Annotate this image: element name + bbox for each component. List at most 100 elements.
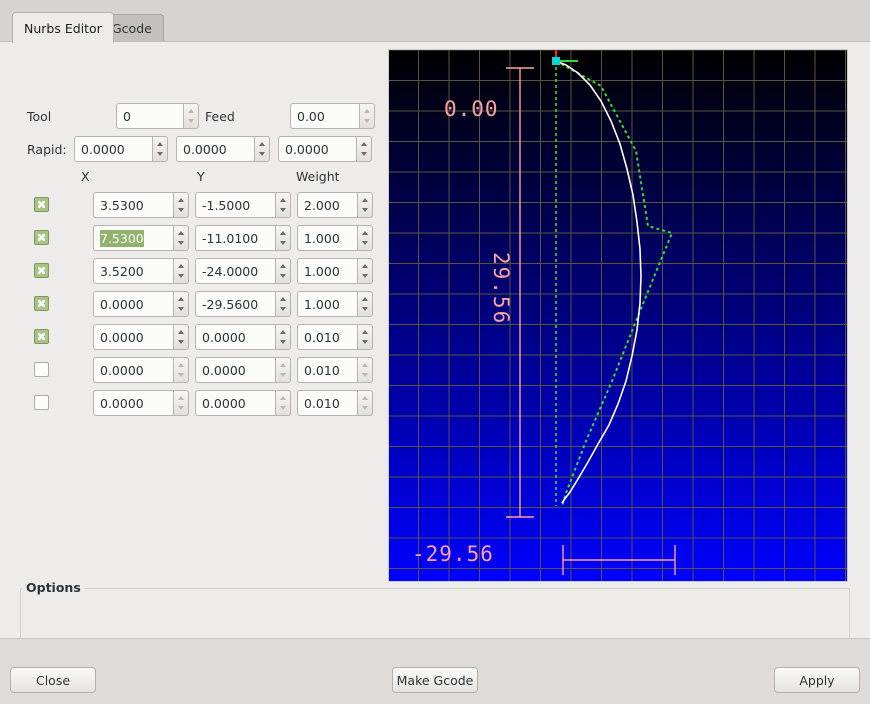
- row-3-weight-input[interactable]: 1.000: [297, 258, 357, 284]
- row-3-weight-spinner[interactable]: 1.000: [297, 258, 373, 284]
- nurbs-plot-canvas[interactable]: 0.00 29.56 -29.56 7.53: [389, 50, 847, 581]
- row-6-enable-checkbox[interactable]: [34, 362, 49, 377]
- row-4-weight-input[interactable]: 1.000: [297, 291, 357, 317]
- spinner-down-icon[interactable]: [362, 340, 368, 344]
- row-1-y-input[interactable]: -1.5000: [195, 192, 275, 218]
- row-6-weight-input[interactable]: 0.010: [297, 357, 357, 383]
- rapid-z-input[interactable]: 0.0000: [278, 136, 356, 162]
- feed-spinner[interactable]: 0.00: [290, 103, 375, 129]
- row-6-x-spinner[interactable]: 0.0000: [93, 357, 189, 383]
- row-1-x-spinner-buttons[interactable]: [173, 192, 189, 218]
- tab-nurbs-editor[interactable]: Nurbs Editor: [12, 12, 114, 43]
- spinner-down-icon[interactable]: [280, 406, 286, 410]
- spinner-down-icon[interactable]: [178, 307, 184, 311]
- spinner-up-icon[interactable]: [178, 363, 184, 367]
- row-2-y-spinner-buttons[interactable]: [275, 225, 291, 251]
- row-4-enable-checkbox[interactable]: [34, 296, 49, 311]
- spinner-down-icon[interactable]: [362, 307, 368, 311]
- rapid-x-input[interactable]: 0.0000: [74, 136, 152, 162]
- spinner-up-icon[interactable]: [178, 231, 184, 235]
- spinner-down-icon[interactable]: [178, 241, 184, 245]
- row-2-x-spinner-buttons[interactable]: [173, 225, 189, 251]
- row-3-enable-checkbox[interactable]: [34, 263, 49, 278]
- row-5-y-spinner[interactable]: 0.0000: [195, 324, 291, 350]
- spinner-up-icon[interactable]: [362, 363, 368, 367]
- row-5-x-input[interactable]: 0.0000: [93, 324, 173, 350]
- spinner-up-icon[interactable]: [364, 109, 370, 113]
- row-4-y-input[interactable]: -29.5600: [195, 291, 275, 317]
- make-gcode-button[interactable]: Make Gcode: [392, 667, 478, 693]
- spinner-up-icon[interactable]: [362, 264, 368, 268]
- row-3-weight-spinner-buttons[interactable]: [357, 258, 373, 284]
- spinner-up-icon[interactable]: [178, 330, 184, 334]
- spinner-up-icon[interactable]: [362, 231, 368, 235]
- row-1-weight-spinner[interactable]: 2.000: [297, 192, 373, 218]
- spinner-up-icon[interactable]: [280, 198, 286, 202]
- spinner-up-icon[interactable]: [280, 297, 286, 301]
- row-5-enable-checkbox[interactable]: [34, 329, 49, 344]
- spinner-up-icon[interactable]: [178, 198, 184, 202]
- row-1-y-spinner-buttons[interactable]: [275, 192, 291, 218]
- row-2-weight-spinner-buttons[interactable]: [357, 225, 373, 251]
- row-4-x-spinner-buttons[interactable]: [173, 291, 189, 317]
- spinner-up-icon[interactable]: [259, 142, 265, 146]
- row-7-weight-input[interactable]: 0.010: [297, 390, 357, 416]
- row-2-x-input[interactable]: 7.5300: [93, 225, 173, 251]
- spinner-up-icon[interactable]: [178, 297, 184, 301]
- row-7-enable-checkbox[interactable]: [34, 395, 49, 410]
- row-1-x-input[interactable]: 3.5300: [93, 192, 173, 218]
- row-4-x-spinner[interactable]: 0.0000: [93, 291, 189, 317]
- rapid-x-spinner-buttons[interactable]: [152, 136, 168, 162]
- row-3-y-spinner-buttons[interactable]: [275, 258, 291, 284]
- spinner-up-icon[interactable]: [280, 264, 286, 268]
- spinner-down-icon[interactable]: [362, 373, 368, 377]
- row-4-x-input[interactable]: 0.0000: [93, 291, 173, 317]
- row-2-x-spinner[interactable]: 7.5300: [93, 225, 189, 251]
- rapid-z-spinner[interactable]: 0.0000: [278, 136, 372, 162]
- spinner-down-icon[interactable]: [280, 241, 286, 245]
- spinner-up-icon[interactable]: [362, 396, 368, 400]
- spinner-up-icon[interactable]: [188, 109, 194, 113]
- row-7-y-input[interactable]: 0.0000: [195, 390, 275, 416]
- spinner-up-icon[interactable]: [362, 330, 368, 334]
- rapid-z-spinner-buttons[interactable]: [356, 136, 372, 162]
- spinner-up-icon[interactable]: [157, 142, 163, 146]
- row-6-x-spinner-buttons[interactable]: [173, 357, 189, 383]
- row-7-x-spinner-buttons[interactable]: [173, 390, 189, 416]
- row-7-weight-spinner-buttons[interactable]: [357, 390, 373, 416]
- row-1-weight-input[interactable]: 2.000: [297, 192, 357, 218]
- row-6-weight-spinner-buttons[interactable]: [357, 357, 373, 383]
- spinner-up-icon[interactable]: [280, 231, 286, 235]
- row-5-weight-input[interactable]: 0.010: [297, 324, 357, 350]
- spinner-down-icon[interactable]: [362, 241, 368, 245]
- spinner-down-icon[interactable]: [157, 152, 163, 156]
- row-3-y-spinner[interactable]: -24.0000: [195, 258, 291, 284]
- row-6-y-spinner[interactable]: 0.0000: [195, 357, 291, 383]
- spinner-up-icon[interactable]: [178, 396, 184, 400]
- row-4-y-spinner-buttons[interactable]: [275, 291, 291, 317]
- row-5-y-input[interactable]: 0.0000: [195, 324, 275, 350]
- spinner-down-icon[interactable]: [280, 340, 286, 344]
- spinner-down-icon[interactable]: [178, 340, 184, 344]
- tool-spinner[interactable]: 0: [116, 103, 199, 129]
- row-7-x-input[interactable]: 0.0000: [93, 390, 173, 416]
- row-2-y-input[interactable]: -11.0100: [195, 225, 275, 251]
- row-1-y-spinner[interactable]: -1.5000: [195, 192, 291, 218]
- row-6-y-input[interactable]: 0.0000: [195, 357, 275, 383]
- spinner-down-icon[interactable]: [280, 307, 286, 311]
- close-button[interactable]: Close: [10, 667, 96, 693]
- feed-spinner-buttons[interactable]: [359, 103, 375, 129]
- spinner-down-icon[interactable]: [362, 274, 368, 278]
- tool-spinner-buttons[interactable]: [183, 103, 199, 129]
- row-3-x-input[interactable]: 3.5200: [93, 258, 173, 284]
- spinner-up-icon[interactable]: [280, 396, 286, 400]
- row-3-y-input[interactable]: -24.0000: [195, 258, 275, 284]
- spinner-down-icon[interactable]: [188, 119, 194, 123]
- spinner-up-icon[interactable]: [178, 264, 184, 268]
- row-5-weight-spinner[interactable]: 0.010: [297, 324, 373, 350]
- spinner-down-icon[interactable]: [178, 373, 184, 377]
- apply-button[interactable]: Apply: [774, 667, 860, 693]
- row-6-weight-spinner[interactable]: 0.010: [297, 357, 373, 383]
- row-1-x-spinner[interactable]: 3.5300: [93, 192, 189, 218]
- row-5-weight-spinner-buttons[interactable]: [357, 324, 373, 350]
